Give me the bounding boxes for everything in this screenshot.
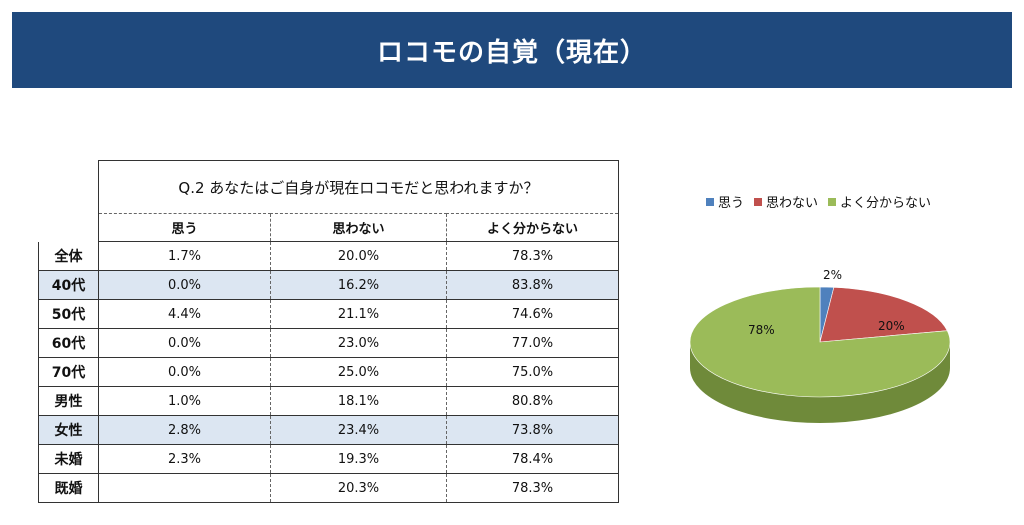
table-row: 60代 0.0% 23.0% 77.0% xyxy=(38,328,619,358)
question-text: Q.2 あなたはご自身が現在ロコモだと思われますか？ xyxy=(98,160,619,214)
table-cell: 78.3% xyxy=(446,473,619,503)
table-cell: 18.1% xyxy=(270,386,447,416)
column-header: 思わない xyxy=(270,213,447,242)
table-cell: 80.8% xyxy=(446,386,619,416)
page-title: ロコモの自覚（現在） xyxy=(376,37,647,68)
table-cell: 19.3% xyxy=(270,444,447,474)
title-banner: ロコモの自覚（現在） xyxy=(12,12,1012,88)
row-label: 未婚 xyxy=(38,444,99,474)
table-row: 40代 0.0% 16.2% 83.8% xyxy=(38,270,619,300)
table-cell: 20.3% xyxy=(270,473,447,503)
table-corner xyxy=(39,161,99,214)
legend-label: よく分からない xyxy=(840,196,932,211)
column-header: 思う xyxy=(98,213,271,242)
legend-item: 思わない xyxy=(754,192,818,211)
legend-swatch xyxy=(754,197,763,206)
legend-label: 思わない xyxy=(766,196,819,211)
table-cell: 74.6% xyxy=(446,299,619,329)
table-cell: 21.1% xyxy=(270,299,447,329)
legend-swatch xyxy=(828,197,837,206)
table-cell: 23.4% xyxy=(270,415,447,445)
table-cell: 4.4% xyxy=(98,299,271,329)
table-row: 女性 2.8% 23.4% 73.8% xyxy=(38,415,619,445)
row-label: 40代 xyxy=(38,270,99,300)
legend-item: よく分からない xyxy=(828,192,931,211)
table-cell: 0.0% xyxy=(98,270,271,300)
table-cell: 0.0% xyxy=(98,357,271,387)
table-cell: 2.3% xyxy=(98,444,271,474)
table-row: 50代 4.4% 21.1% 74.6% xyxy=(38,299,619,329)
table-cell: 25.0% xyxy=(270,357,447,387)
table-cell: 83.8% xyxy=(446,270,619,300)
pie-slice xyxy=(689,286,951,398)
pie-slice xyxy=(819,287,948,343)
legend-item: 思う xyxy=(706,192,744,211)
pie-data-label: 20% xyxy=(878,319,905,333)
question-row: Q.2 あなたはご自身が現在ロコモだと思われますか？ xyxy=(39,160,619,214)
legend-swatch xyxy=(706,197,714,206)
table-cell: 77.0% xyxy=(446,328,619,358)
table-cell: 78.4% xyxy=(446,444,619,474)
table-cell: 78.3% xyxy=(446,241,619,271)
table-row: 既婚 20.3% 78.3% xyxy=(38,473,619,503)
table-row: 男性 1.0% 18.1% 80.8% xyxy=(38,386,619,416)
column-header-row: 思う 思わない よく分からない xyxy=(39,213,619,242)
row-label: 60代 xyxy=(38,328,99,358)
table-cell: 0.0% xyxy=(98,328,271,358)
table-row: 未婚 2.3% 19.3% 78.4% xyxy=(38,444,619,474)
survey-table-body: Q.2 あなたはご自身が現在ロコモだと思われますか？ 思う 思わない よく分から… xyxy=(38,160,619,503)
row-label: 50代 xyxy=(38,299,99,329)
row-label: 男性 xyxy=(38,386,99,416)
table-row: 全体 1.7% 20.0% 78.3% xyxy=(38,241,619,271)
table-cell xyxy=(98,473,271,503)
pie-slice-side xyxy=(690,342,950,423)
table-cell: 1.0% xyxy=(98,386,271,416)
table-cell: 73.8% xyxy=(446,415,619,445)
table-cell: 23.0% xyxy=(270,328,447,358)
table-cell: 75.0% xyxy=(446,357,619,387)
column-header: よく分からない xyxy=(446,213,619,242)
row-label: 既婚 xyxy=(38,473,99,503)
table-cell: 20.0% xyxy=(270,241,447,271)
survey-table: Q.2 あなたはご自身が現在ロコモだと思われますか？ 思う 思わない よく分から… xyxy=(38,160,619,503)
row-label: 全体 xyxy=(38,241,99,271)
row-label: 70代 xyxy=(38,357,99,387)
table-row: 70代 0.0% 25.0% 75.0% xyxy=(38,357,619,387)
row-label: 女性 xyxy=(38,415,99,445)
table-cell: 2.8% xyxy=(98,415,271,445)
pie-data-label: 78% xyxy=(748,323,775,337)
legend-label: 思う xyxy=(718,196,745,211)
table-cell: 1.7% xyxy=(98,241,271,271)
pie-data-label: 2% xyxy=(823,268,842,282)
table-cell: 16.2% xyxy=(270,270,447,300)
pie-chart: 2% 20% 78% xyxy=(689,268,951,423)
chart-legend: 思う 思わない よく分からない xyxy=(706,192,931,211)
table-corner xyxy=(39,214,99,242)
